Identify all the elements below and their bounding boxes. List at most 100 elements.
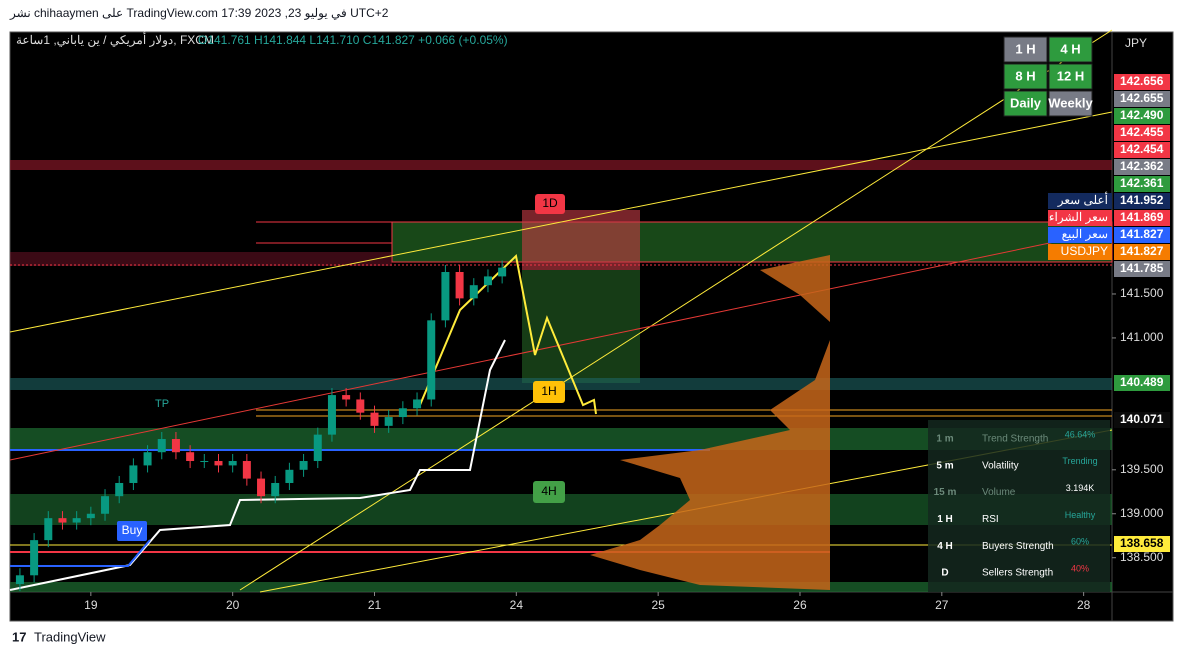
- price-tag: [1114, 244, 1170, 260]
- label-box: [533, 481, 565, 503]
- price-tag-value: 141.952: [1120, 193, 1164, 207]
- timeframe-buttons: 1 H 4 H 8 H 12 H Daily Weekly: [1003, 36, 1094, 117]
- candle-body: [469, 285, 478, 299]
- candle-body: [44, 518, 53, 541]
- price-tag: [1114, 193, 1170, 209]
- candle-body: [129, 465, 138, 483]
- timeframe-button[interactable]: [1003, 90, 1048, 117]
- candle-body: [342, 395, 351, 400]
- candle-body: [299, 461, 308, 470]
- timeframe-label: 4 H: [1060, 41, 1080, 56]
- price-tag: [1114, 261, 1170, 277]
- annotation: 1H: [541, 384, 556, 398]
- timeframe-label: Daily: [1010, 95, 1042, 110]
- candle-body: [115, 482, 124, 497]
- panel-label: Volatility: [982, 460, 1019, 471]
- timeframe-label: Weekly: [1048, 95, 1093, 110]
- panel-label: Buyers Strength: [982, 541, 1054, 552]
- panel-value: Healthy: [1065, 510, 1096, 520]
- currency: JPY: [1125, 36, 1147, 50]
- panel-value: 60%: [1071, 537, 1089, 547]
- price-tag: [1114, 536, 1170, 552]
- x-tick-label: 28: [1077, 598, 1091, 612]
- label-box: [533, 381, 565, 403]
- candle-body: [483, 276, 492, 286]
- candle-body: [271, 482, 280, 497]
- info-panel-rows: 1 m Trend Strength 46.64% 5 m Volatility Tren…: [934, 429, 1098, 578]
- price-tag: [1114, 108, 1170, 124]
- price-tag-value: 142.361: [1120, 176, 1164, 190]
- annotation: 4H: [541, 484, 556, 498]
- candle-body: [186, 452, 195, 462]
- candle-body: [285, 469, 294, 483]
- price-tags: 142.656 142.655 142.490 142.455 142.454 142.3…: [1048, 74, 1170, 552]
- candle-body: [427, 320, 436, 400]
- price-tag-value: 141.827: [1120, 227, 1164, 241]
- candle-body: [398, 408, 407, 418]
- candle-body: [242, 461, 251, 479]
- candle-body: [257, 478, 266, 497]
- panel-timeframe: 15 m: [934, 487, 957, 498]
- y-tick-label: 141.500: [1120, 286, 1164, 300]
- y-tick-label: 139.000: [1120, 506, 1164, 520]
- timeframe-label: 8 H: [1015, 68, 1035, 83]
- candle-body: [327, 395, 336, 435]
- label-box: [535, 194, 565, 214]
- candle-body: [101, 496, 110, 514]
- price-tag-value: 141.785: [1120, 261, 1164, 275]
- panel-value: Trending: [1062, 456, 1097, 466]
- price-tag: [1114, 210, 1170, 226]
- candle-body: [214, 461, 223, 466]
- candle-body: [143, 452, 152, 466]
- annotation: TP: [155, 398, 169, 410]
- x-tick-label: 21: [368, 598, 382, 612]
- x-tick-label: 26: [793, 598, 807, 612]
- candle-body: [356, 399, 365, 413]
- panel-timeframe: 4 H: [937, 541, 953, 552]
- y-tick-label: 139.500: [1120, 462, 1164, 476]
- price-tag: [1114, 375, 1170, 391]
- price-tag-value: 142.490: [1120, 108, 1164, 122]
- candle-body: [384, 417, 393, 426]
- price-tag: [1114, 227, 1170, 243]
- timeframe-button[interactable]: [1048, 90, 1093, 117]
- price-tag-value: 142.455: [1120, 125, 1164, 139]
- price-tag-name-box: [1048, 193, 1112, 209]
- price-tag-name: سعر الشراء: [1049, 210, 1108, 224]
- panel-value: 40%: [1071, 563, 1089, 573]
- timeframe-button[interactable]: [1048, 36, 1093, 63]
- price-tag-value: 142.454: [1120, 142, 1164, 156]
- x-tick-label: 27: [935, 598, 949, 612]
- published: نشر chihaaymen على TradingView.com في يو…: [9, 6, 389, 20]
- timeframe-button[interactable]: [1003, 63, 1048, 90]
- candle-body: [15, 575, 24, 585]
- price-tag: [1114, 74, 1170, 90]
- price-tag-value: 142.362: [1120, 159, 1164, 173]
- x-tick-label: 25: [651, 598, 665, 612]
- price-tag-name: أعلى سعر: [1057, 192, 1108, 207]
- panel-value: 3.194K: [1066, 483, 1095, 493]
- panel-timeframe: D: [941, 568, 948, 579]
- candle-body: [441, 272, 450, 321]
- annotation: 1D: [542, 196, 558, 210]
- price-tag: [1114, 412, 1170, 428]
- label-box: [117, 521, 147, 541]
- panel-label: RSI: [982, 514, 999, 525]
- candle-body: [200, 461, 209, 463]
- price-tag-value: 142.656: [1120, 74, 1164, 88]
- symbol: دولار أمريكي / ين ياباني, 1ساعة, FXCM: [16, 32, 214, 47]
- price-tag-value: 140.489: [1120, 375, 1164, 389]
- panel-value: 46.64%: [1065, 429, 1096, 439]
- price-tag: [1114, 125, 1170, 141]
- panel-timeframe: 5 m: [936, 460, 953, 471]
- price-tag-name-box: [1048, 210, 1112, 226]
- timeframe-button[interactable]: [1048, 63, 1093, 90]
- panel-label: Trend Strength: [982, 434, 1048, 445]
- price-tag-value: 141.869: [1120, 210, 1164, 224]
- candle-body: [313, 434, 322, 462]
- timeframe-button[interactable]: [1003, 36, 1048, 63]
- timeframe-label: 12 H: [1057, 68, 1084, 83]
- footer: TradingView: [34, 629, 106, 644]
- price-tag-name: سعر البيع: [1062, 227, 1108, 241]
- ohlc: O141.761 H141.844 L141.710 C141.827 +0.0…: [198, 33, 508, 47]
